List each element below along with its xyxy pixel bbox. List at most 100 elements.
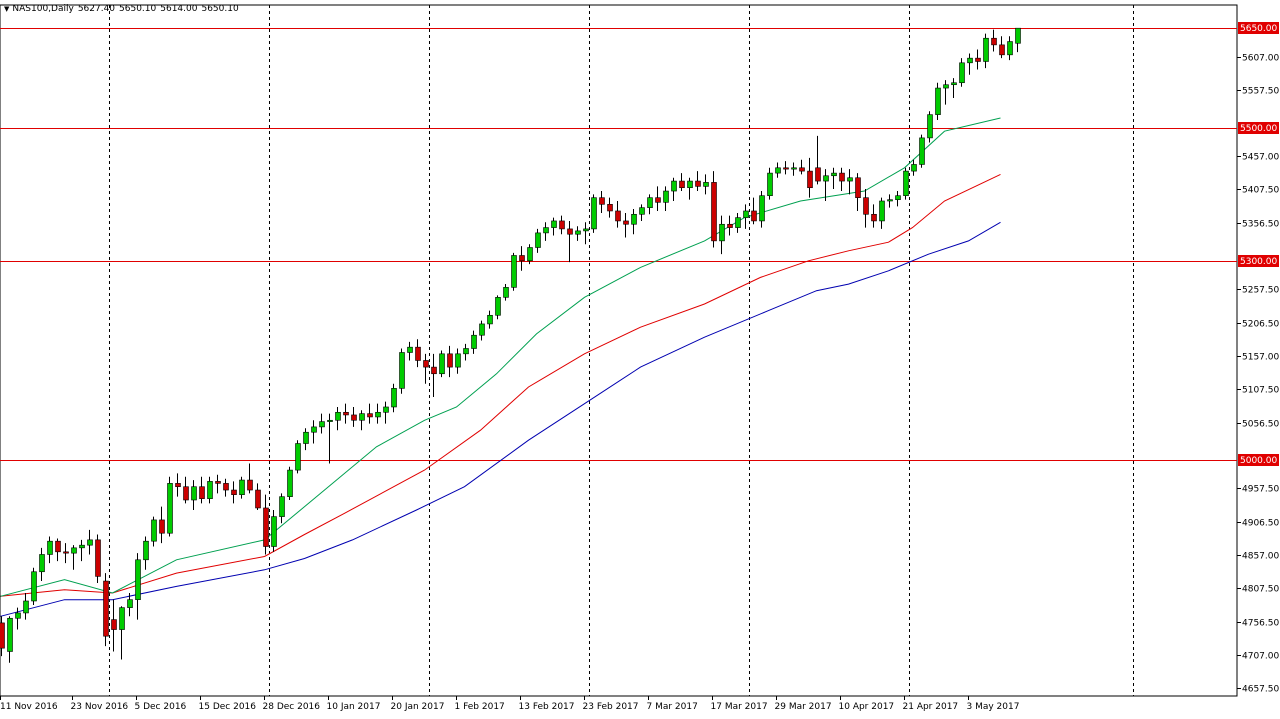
- candle-body: [679, 180, 685, 189]
- candle-body: [663, 190, 669, 203]
- candle-body: [159, 519, 165, 534]
- candle-body: [287, 469, 293, 497]
- x-tick-label: 29 Mar 2017: [775, 702, 832, 712]
- candle-body: [919, 137, 925, 165]
- candle-body: [847, 177, 853, 182]
- candle-body: [559, 220, 565, 230]
- candle-body: [311, 426, 317, 433]
- y-tick-label: 4807.50: [1242, 585, 1279, 595]
- candle-body: [399, 352, 405, 389]
- candle-body: [223, 483, 229, 491]
- candle-body: [255, 489, 261, 509]
- candle-body: [1015, 27, 1021, 44]
- candle-body: [575, 230, 581, 235]
- candle-body: [319, 421, 325, 428]
- x-tick-label: 1 Feb 2017: [455, 702, 505, 712]
- plot-frame: [0, 4, 1238, 697]
- moving-average-blue: [0, 221, 1001, 617]
- candle-body: [239, 479, 245, 495]
- candle-body: [63, 551, 69, 554]
- candle-body: [423, 360, 429, 368]
- y-tick-label: 5107.50: [1242, 386, 1279, 396]
- candle-body: [351, 414, 357, 421]
- candle-body: [967, 57, 973, 64]
- candle-body: [623, 220, 629, 225]
- candle-body: [271, 516, 277, 547]
- candle-body: [783, 167, 789, 170]
- candle-body: [79, 544, 85, 549]
- candle-body: [687, 180, 693, 189]
- candle-body: [383, 406, 389, 413]
- candle-body: [591, 197, 597, 230]
- candle-body: [15, 612, 21, 619]
- candle-body: [855, 177, 861, 198]
- candle-body: [191, 486, 197, 501]
- y-tick-label: 4857.00: [1242, 552, 1279, 562]
- candle-body: [543, 227, 549, 234]
- candle-body: [703, 182, 709, 187]
- candle-body: [831, 172, 837, 177]
- candle-body: [279, 496, 285, 517]
- candle-body: [375, 411, 381, 418]
- y-tick-label: 5407.50: [1242, 186, 1279, 196]
- x-tick-label: 23 Feb 2017: [583, 702, 639, 712]
- candle-body: [359, 413, 365, 421]
- level-label-bg: [1238, 122, 1279, 134]
- candle-body: [415, 346, 421, 361]
- candle-body: [655, 197, 661, 203]
- candle-body: [95, 539, 101, 577]
- candle-body: [751, 210, 757, 222]
- candle-body: [431, 366, 437, 375]
- open-value: 5627.40: [77, 4, 116, 14]
- level-label: 5300.00: [1240, 257, 1277, 267]
- candle-body: [983, 37, 989, 62]
- x-tick-label: 21 Apr 2017: [903, 702, 959, 712]
- candle-body: [1007, 41, 1013, 56]
- candle-body: [7, 617, 13, 652]
- candle-body: [551, 220, 557, 228]
- candle-body: [327, 419, 333, 422]
- candle-body: [47, 540, 53, 555]
- candle-body: [727, 223, 733, 228]
- x-tick-label: 7 Mar 2017: [647, 702, 698, 712]
- level-label-bg: [1238, 255, 1279, 267]
- candle-body: [943, 84, 949, 89]
- y-tick-label: 5157.00: [1242, 353, 1279, 363]
- y-tick-label: 4957.50: [1242, 485, 1279, 495]
- moving-average-red: [0, 173, 1001, 597]
- candle-body: [519, 255, 525, 262]
- y-tick-label: 5557.50: [1242, 87, 1279, 97]
- candle-body: [495, 297, 501, 316]
- candle-body: [735, 217, 741, 228]
- candle-body: [439, 353, 445, 375]
- candle-body: [631, 213, 637, 225]
- chart-header: ▼ NAS100,Daily 5627.40 5650.10 5614.00 5650.1…: [4, 4, 243, 14]
- x-tick-label: 20 Jan 2017: [391, 702, 445, 712]
- candle-body: [887, 199, 893, 202]
- candle-body: [615, 210, 621, 222]
- candle-body: [151, 519, 157, 542]
- candle-body: [999, 44, 1005, 56]
- candle-body: [231, 489, 237, 495]
- candle-body: [391, 388, 397, 408]
- x-tick-label: 5 Dec 2016: [135, 702, 187, 712]
- candle-body: [839, 172, 845, 182]
- candle-body: [711, 182, 717, 242]
- candle-body: [823, 175, 829, 182]
- candle-body: [447, 353, 453, 368]
- candle-body: [143, 540, 149, 561]
- candle-body: [567, 228, 573, 235]
- candle-body: [759, 195, 765, 222]
- candle-body: [263, 507, 269, 547]
- candle-body: [927, 114, 933, 139]
- candle-body: [863, 197, 869, 215]
- candle-body: [511, 255, 517, 288]
- x-tick-label: 11 Nov 2016: [0, 702, 58, 712]
- x-tick-label: 23 Nov 2016: [71, 702, 129, 712]
- dropdown-arrow-icon[interactable]: ▼: [4, 5, 10, 13]
- candle-body: [871, 213, 877, 222]
- y-tick-label: 5607.00: [1242, 54, 1279, 64]
- x-tick-label: 3 May 2017: [967, 702, 1020, 712]
